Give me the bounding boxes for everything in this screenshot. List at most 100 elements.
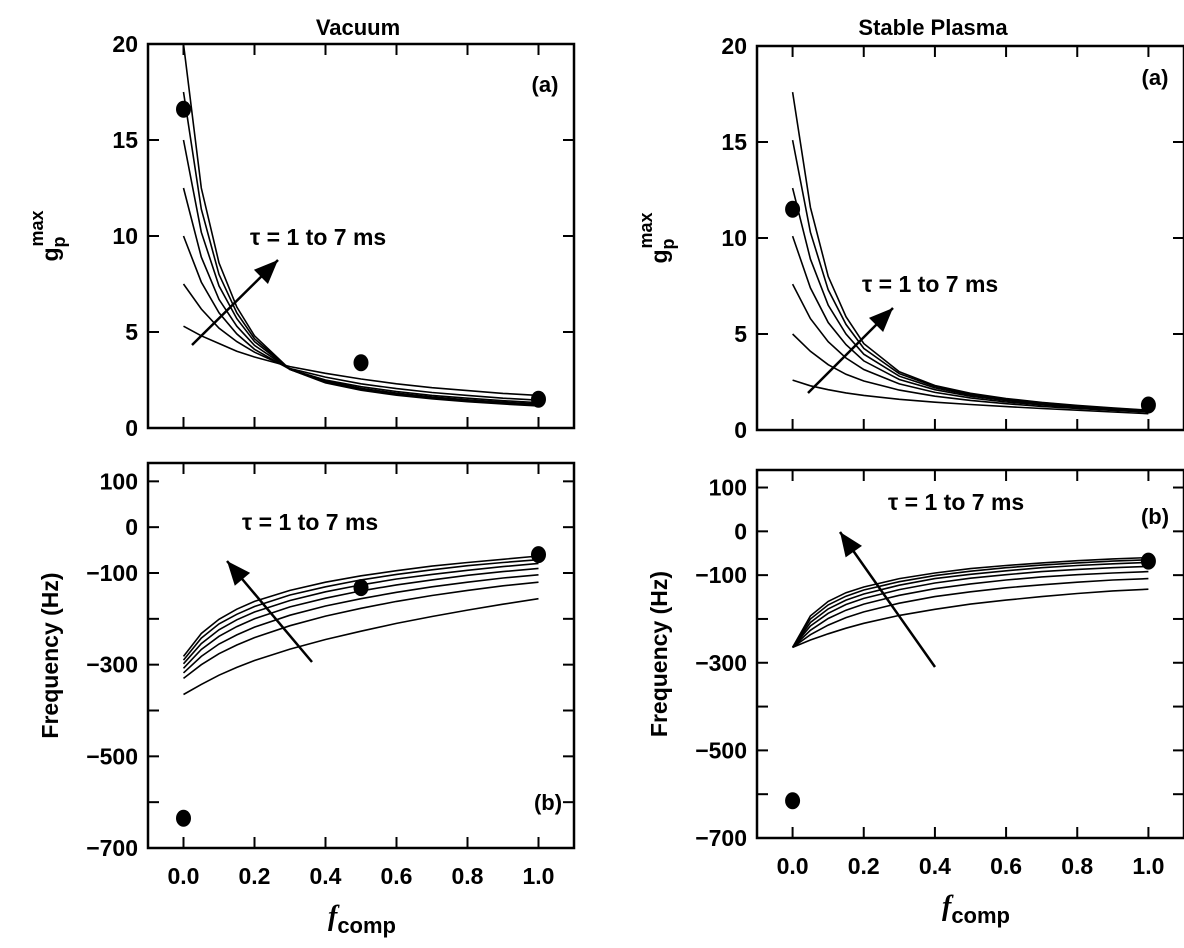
column-title-stable-plasma: Stable Plasma bbox=[858, 15, 1008, 40]
annotation-arrow-head bbox=[227, 561, 251, 586]
tau-curve-5 bbox=[182, 562, 539, 665]
data-point bbox=[353, 579, 369, 597]
tau-curve-5 bbox=[791, 187, 1149, 412]
y-tick-label: −300 bbox=[695, 650, 747, 676]
x-tick-label: 0.8 bbox=[1061, 853, 1093, 879]
y-tick-label: 0 bbox=[125, 514, 138, 540]
y-axis-label-main: g bbox=[37, 247, 63, 261]
x-axis-label-stable-plasma: fcomp bbox=[942, 891, 1010, 928]
x-tick-label: 0.8 bbox=[452, 863, 484, 889]
y-tick-label: −300 bbox=[86, 652, 138, 678]
y-axis-label-main: g bbox=[646, 249, 672, 263]
y-tick-label: 5 bbox=[734, 321, 747, 347]
tau-curve-7 bbox=[791, 91, 1149, 411]
data-point bbox=[1140, 396, 1156, 414]
tau-curve-2 bbox=[792, 333, 1149, 413]
tau-curve-2 bbox=[182, 283, 539, 401]
tau-curve-2 bbox=[792, 577, 1149, 649]
tau-annotation: τ = 1 to 7 ms bbox=[862, 271, 998, 297]
panel-tag: (a) bbox=[1142, 65, 1169, 90]
tau-curve-7 bbox=[182, 43, 539, 407]
tau-curve-3 bbox=[792, 570, 1149, 648]
plot-frame bbox=[755, 44, 1184, 432]
tau-curve-4 bbox=[182, 567, 539, 669]
x-tick-label: 0.2 bbox=[239, 863, 271, 889]
data-point bbox=[353, 354, 369, 372]
x-axis-label-main: f bbox=[942, 891, 954, 922]
y-tick-label: 10 bbox=[112, 223, 138, 249]
data-point bbox=[176, 809, 191, 827]
tau-curve-1 bbox=[183, 597, 539, 696]
x-axis-label-sub: comp bbox=[337, 913, 396, 938]
y-tick-label: −700 bbox=[695, 825, 747, 851]
y-axis-label-sub: p bbox=[49, 236, 69, 247]
x-tick-label: 0.6 bbox=[381, 863, 413, 889]
tau-curve-2 bbox=[183, 581, 539, 680]
annotation-arrow-head bbox=[868, 308, 893, 333]
y-tick-label: −100 bbox=[695, 562, 747, 588]
y-tick-label: 10 bbox=[721, 225, 747, 251]
tau-curve-3 bbox=[182, 235, 539, 404]
x-tick-label: 0.0 bbox=[168, 863, 200, 889]
x-tick-label: 0.6 bbox=[990, 853, 1022, 879]
chart-panel-1: −700 −500 −300 −100 0 100 0.0 0.2 0.4 0.6 0.8 1.0 Fr… bbox=[37, 461, 576, 889]
y-axis-label: Frequency (Hz) bbox=[646, 571, 672, 737]
y-tick-label: 5 bbox=[125, 319, 138, 345]
tau-curve-3 bbox=[182, 574, 539, 674]
tau-curve-6 bbox=[791, 559, 1149, 648]
y-axis-label-main: Frequency (Hz) bbox=[37, 572, 63, 738]
annotation-arrow-head bbox=[840, 532, 862, 558]
annotation-arrow-shaft bbox=[838, 531, 937, 668]
tau-curve-1 bbox=[792, 588, 1149, 649]
y-axis-label: Frequency (Hz) bbox=[37, 572, 63, 738]
x-axis-label-main: f bbox=[328, 901, 340, 932]
y-tick-label: 20 bbox=[112, 31, 138, 57]
y-axis-label: gpmax bbox=[636, 212, 678, 263]
x-axis-label-vacuum: fcomp bbox=[328, 901, 396, 938]
tau-annotation: τ = 1 to 7 ms bbox=[242, 509, 378, 535]
plot-frame bbox=[146, 461, 576, 850]
y-tick-label: 100 bbox=[100, 468, 138, 494]
tau-curve-7 bbox=[791, 556, 1149, 648]
data-point bbox=[531, 390, 546, 408]
data-point bbox=[176, 100, 191, 118]
y-tick-label: 100 bbox=[709, 475, 747, 501]
x-tick-label: 1.0 bbox=[1132, 853, 1164, 879]
y-tick-label: 0 bbox=[125, 415, 138, 441]
data-point bbox=[531, 546, 546, 564]
y-axis-label-sup: max bbox=[27, 210, 47, 246]
column-title-vacuum: Vacuum bbox=[316, 15, 400, 40]
tau-annotation: τ = 1 to 7 ms bbox=[250, 224, 386, 250]
tau-annotation: τ = 1 to 7 ms bbox=[888, 489, 1024, 515]
y-tick-label: 20 bbox=[721, 33, 747, 59]
data-point bbox=[1140, 552, 1156, 570]
y-tick-label: −500 bbox=[695, 737, 747, 763]
x-tick-label: 1.0 bbox=[523, 863, 555, 889]
y-tick-label: −700 bbox=[86, 835, 138, 861]
x-tick-label: 0.4 bbox=[310, 863, 342, 889]
x-tick-label: 0.2 bbox=[848, 853, 880, 879]
y-tick-label: 15 bbox=[721, 129, 747, 155]
tau-curve-4 bbox=[791, 565, 1149, 648]
y-axis-label-sub: p bbox=[658, 238, 678, 249]
x-tick-label: 0.4 bbox=[919, 853, 951, 879]
plot-frame bbox=[755, 468, 1184, 840]
annotation-arrow-head bbox=[253, 260, 278, 284]
tau-curve-4 bbox=[182, 187, 539, 405]
data-point bbox=[785, 200, 801, 218]
tau-curve-7 bbox=[182, 555, 539, 657]
tau-curve-1 bbox=[792, 379, 1149, 415]
panel-tag: (a) bbox=[532, 72, 559, 97]
x-tick-label: 0.0 bbox=[777, 853, 809, 879]
y-tick-label: −100 bbox=[86, 560, 138, 586]
y-axis-label-main: Frequency (Hz) bbox=[646, 571, 672, 737]
data-point bbox=[785, 792, 801, 810]
y-axis-label: gpmax bbox=[27, 210, 69, 261]
y-tick-label: 0 bbox=[734, 417, 747, 443]
tau-curve-5 bbox=[791, 561, 1149, 648]
y-tick-label: 15 bbox=[112, 127, 138, 153]
panel-tag: (b) bbox=[1141, 504, 1169, 529]
